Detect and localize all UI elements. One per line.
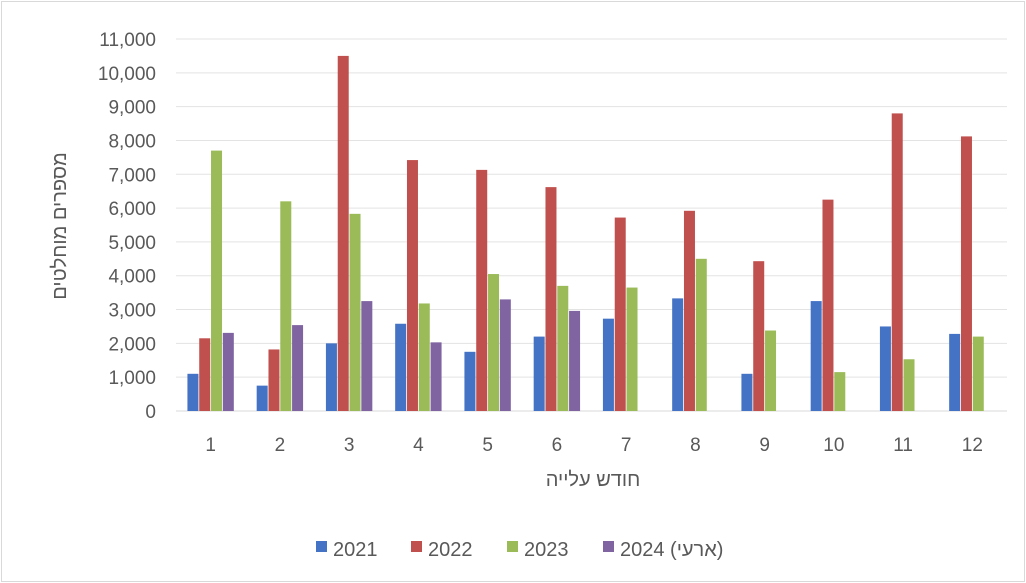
x-tick-label: 3	[344, 435, 355, 456]
bar-2-12	[960, 136, 972, 411]
bar-4-5	[499, 299, 511, 411]
bar-1-7	[602, 318, 614, 411]
y-tick-label: 4,000	[108, 267, 156, 288]
y-tick-label: 2,000	[108, 334, 156, 355]
x-tick-label: 7	[621, 435, 632, 456]
x-tick-label: 1	[205, 435, 216, 456]
bar-4-3	[361, 301, 373, 411]
bar-4-1	[222, 332, 234, 411]
x-tick-label: 4	[413, 435, 424, 456]
x-axis-title: חודש עלייה	[546, 469, 641, 491]
bar-3-12	[972, 336, 984, 411]
bar-4-2	[292, 325, 304, 411]
legend-swatch	[411, 541, 422, 552]
bar-1-4	[395, 323, 407, 411]
x-tick-label: 5	[482, 435, 493, 456]
bar-2-5	[476, 169, 488, 411]
legend-swatch	[316, 541, 327, 552]
bar-1-10	[810, 301, 822, 411]
bar-3-2	[280, 201, 292, 411]
legend-label: 2024 (ארעי)	[620, 539, 723, 561]
bar-3-8	[695, 258, 707, 411]
y-axis-title: מספרים מוחלטים	[49, 152, 71, 300]
bar-4-4	[430, 342, 442, 411]
x-tick-label: 2	[275, 435, 286, 456]
bar-2-1	[199, 338, 211, 411]
bar-2-7	[614, 217, 626, 411]
bar-1-2	[256, 385, 268, 411]
y-tick-label: 9,000	[108, 98, 156, 119]
x-tick-label: 10	[823, 435, 844, 456]
bar-3-7	[626, 287, 638, 411]
bar-3-10	[834, 372, 846, 411]
legend: 2021 2022 2023 2024 (ארעי)	[316, 539, 723, 561]
x-tick-label: 12	[962, 435, 983, 456]
bar-1-5	[464, 351, 476, 411]
y-tick-label: 7,000	[108, 165, 156, 186]
bar-2-10	[822, 199, 834, 411]
bar-2-11	[891, 113, 903, 412]
y-tick-label: 3,000	[108, 301, 156, 322]
gridlines	[176, 38, 1007, 412]
bar-1-1	[187, 373, 199, 411]
legend-label: 2021	[333, 539, 378, 561]
bar-3-11	[903, 359, 915, 411]
bar-3-3	[349, 213, 361, 411]
bar-3-5	[488, 274, 500, 411]
legend-label: 2023	[524, 539, 569, 561]
bar-2-8	[683, 210, 695, 411]
bar-1-12	[949, 333, 961, 411]
y-tick-label: 11,000	[99, 30, 156, 51]
bar-1-8	[672, 298, 684, 411]
legend-swatch	[603, 541, 614, 552]
x-tick-label: 11	[893, 435, 913, 456]
y-tick-label: 5,000	[108, 233, 156, 254]
y-tick-labels: 0 1,000 2,000 3,000 4,000 5,000 6,000 7,000 8,00…	[98, 30, 156, 423]
y-tick-label: 1,000	[108, 368, 156, 389]
bar-3-9	[765, 330, 777, 411]
bar-2-6	[545, 187, 557, 411]
bar-3-4	[418, 303, 430, 411]
bar-2-2	[268, 349, 280, 411]
y-tick-label: 8,000	[108, 131, 156, 152]
y-tick-label: 10,000	[98, 64, 156, 85]
bar-3-6	[557, 285, 569, 411]
y-tick-label: 6,000	[108, 199, 156, 220]
x-tick-label: 6	[552, 435, 563, 456]
legend-label: 2022	[428, 539, 473, 561]
bars	[187, 55, 984, 412]
bar-2-4	[406, 160, 418, 411]
bar-1-11	[879, 326, 891, 411]
x-tick-label: 8	[690, 435, 701, 456]
bar-1-9	[741, 373, 753, 411]
bar-2-3	[337, 55, 349, 412]
y-tick-label: 0	[145, 402, 156, 423]
legend-swatch	[507, 541, 518, 552]
bar-4-6	[569, 310, 581, 411]
x-tick-label: 9	[759, 435, 770, 456]
x-tick-labels: 1 2 3 4 5 6 7 8 9 10 11 12	[205, 435, 983, 456]
bar-1-3	[325, 343, 337, 411]
bar-3-1	[211, 150, 223, 411]
bar-2-9	[753, 261, 765, 411]
bar-1-6	[533, 336, 545, 411]
